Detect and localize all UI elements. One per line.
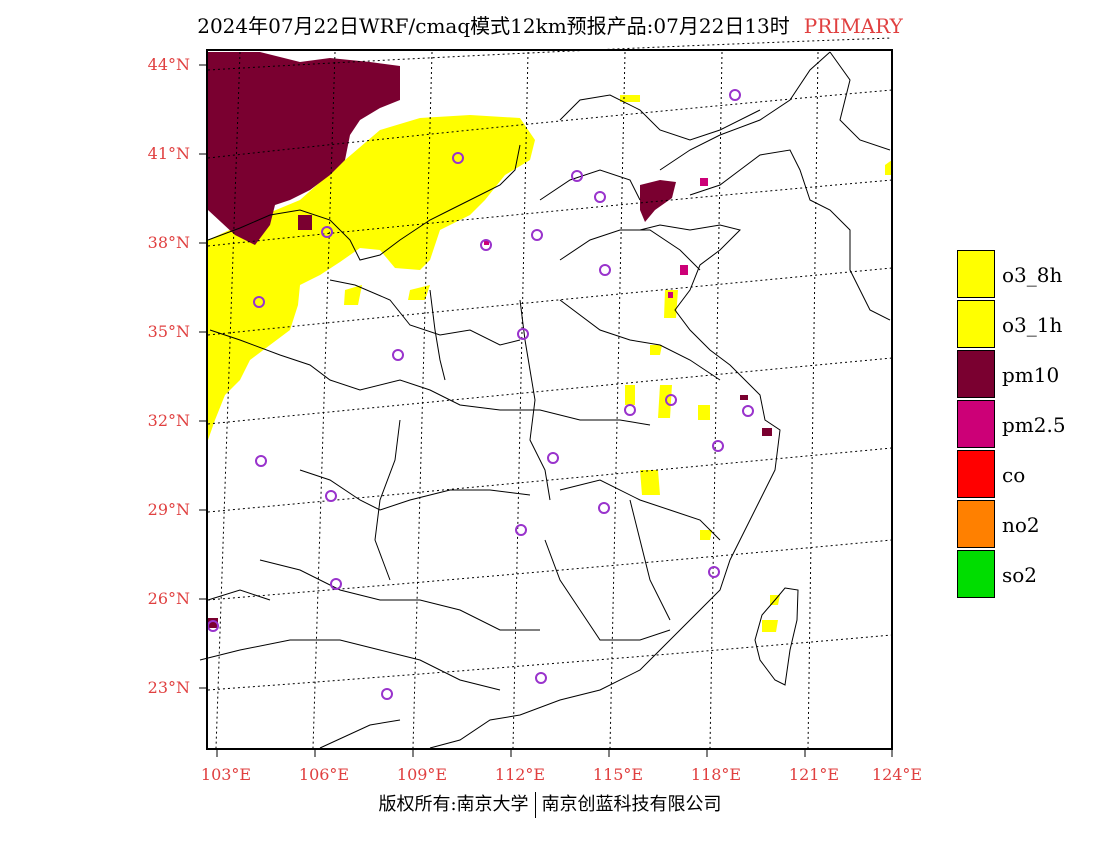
legend-label-pm25: pm2.5 [1002,413,1066,437]
y-tick-label: 32°N [147,411,190,430]
legend-label-co: co [1002,463,1026,487]
map-frame [206,49,893,750]
copyright-right: 南京创蓝科技有限公司 [541,794,722,815]
x-tick-label: 124°E [871,765,923,784]
y-tick-label: 23°N [147,678,190,697]
province-borders [199,94,761,691]
coastline [319,51,891,749]
legend-label-o3-1h: o3_1h [1002,313,1063,337]
copyright-footer: 版权所有:南京大学 南京创蓝科技有限公司 [0,790,1100,818]
x-tick-label: 115°E [592,765,644,784]
legend-label-pm10: pm10 [1002,363,1060,387]
y-tick-label: 29°N [147,500,190,519]
legend-swatch-pm25 [957,400,995,448]
legend-swatch-o3-8h [957,250,995,298]
station-markers [207,89,754,700]
x-tick-label: 106°E [298,765,350,784]
legend-label-o3-8h: o3_8h [1002,263,1063,287]
y-tick-label: 41°N [147,144,190,163]
x-tick-label: 103°E [200,765,252,784]
x-tick-label: 118°E [690,765,742,784]
footer-divider [534,792,536,818]
x-tick-label: 109°E [396,765,448,784]
title-main: 2024年07月22日WRF/cmaq模式12km预报产品:07月22日13时 [197,14,790,38]
x-tick-label: 121°E [788,765,840,784]
x-tick-label: 112°E [494,765,546,784]
legend-label-so2: so2 [1002,563,1038,587]
legend-swatch-co [957,450,995,498]
map-title: 2024年07月22日WRF/cmaq模式12km预报产品:07月22日13时 P… [0,10,1100,39]
legend-swatch-pm10 [957,350,995,398]
copyright-left: 版权所有:南京大学 [378,794,529,815]
y-tick-label: 35°N [147,322,190,341]
title-tag: PRIMARY [803,14,903,38]
legend-swatch-no2 [957,500,995,548]
legend-label-no2: no2 [1002,513,1040,537]
y-tick-label: 26°N [147,589,190,608]
legend-swatch-o3-1h [957,300,995,348]
y-tick-label: 44°N [147,55,190,74]
pm25-spots [484,178,708,298]
y-tick-label: 38°N [147,233,190,252]
pm10-region [206,52,772,628]
legend-swatch-so2 [957,550,995,598]
axis-ticks [199,64,893,757]
